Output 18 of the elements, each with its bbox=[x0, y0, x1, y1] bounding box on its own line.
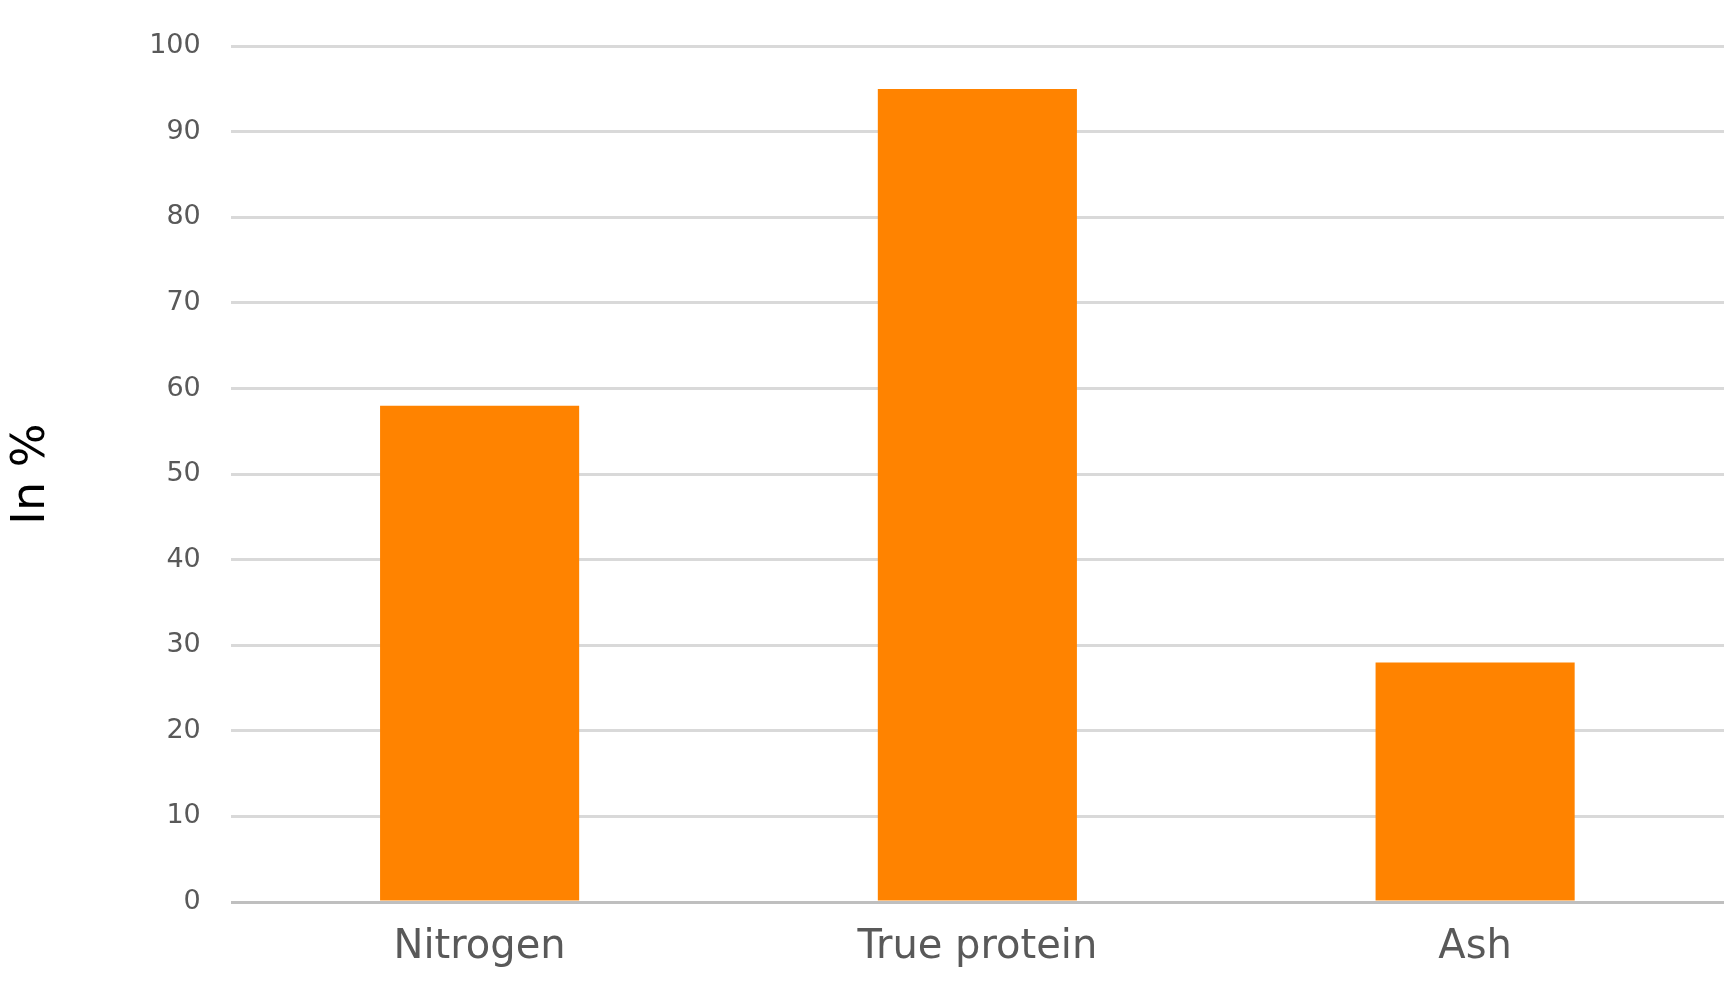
x-tick-label: Nitrogen bbox=[393, 921, 566, 968]
y-tick-label: 20 bbox=[166, 712, 201, 744]
y-tick-label: 30 bbox=[166, 627, 201, 659]
y-tick-label: 70 bbox=[166, 284, 201, 316]
y-tick-label: 90 bbox=[166, 113, 201, 145]
y-tick-label: 40 bbox=[166, 541, 201, 573]
y-tick-label: 50 bbox=[166, 456, 201, 488]
bar bbox=[380, 405, 580, 901]
y-tick-label: 60 bbox=[166, 370, 201, 402]
y-tick-label: 100 bbox=[149, 28, 201, 60]
y-tick-label: 10 bbox=[166, 798, 201, 830]
y-tick-label: 0 bbox=[183, 884, 201, 916]
bar bbox=[1375, 662, 1575, 901]
y-axis-title: In % bbox=[0, 423, 55, 525]
bar bbox=[877, 88, 1077, 901]
x-tick-label: Ash bbox=[1438, 921, 1512, 968]
x-tick-label: True protein bbox=[856, 921, 1098, 968]
y-tick-label: 80 bbox=[166, 199, 201, 231]
